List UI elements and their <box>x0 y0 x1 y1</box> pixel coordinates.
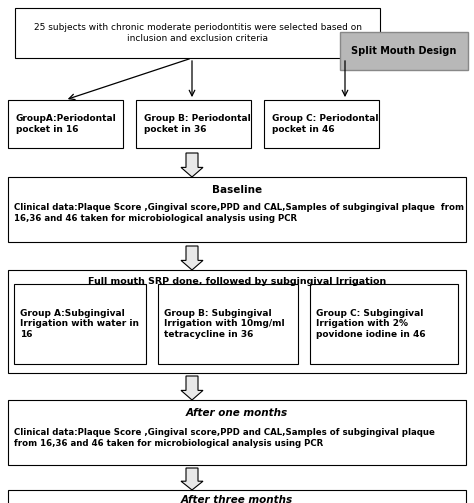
Bar <box>264 100 379 148</box>
Polygon shape <box>181 376 203 400</box>
Bar <box>340 32 468 70</box>
Text: 25 subjects with chronic moderate periodontitis were selected based on
inclusion: 25 subjects with chronic moderate period… <box>34 23 362 43</box>
Bar <box>310 284 458 364</box>
Bar <box>8 490 466 503</box>
Text: Clinical data:Plaque Score ,Gingival score,PPD and CAL,Samples of subgingival pl: Clinical data:Plaque Score ,Gingival sco… <box>14 428 435 448</box>
Text: Clinical data:Plaque Score ,Gingival score,PPD and CAL,Samples of subgingival pl: Clinical data:Plaque Score ,Gingival sco… <box>14 203 464 223</box>
Bar <box>14 284 146 364</box>
Text: Group B: Subgingival
Irrigation with 10mg/ml
tetracycline in 36: Group B: Subgingival Irrigation with 10m… <box>164 309 284 339</box>
Text: Split Mouth Design: Split Mouth Design <box>351 46 456 56</box>
Polygon shape <box>181 468 203 490</box>
Text: After three months: After three months <box>181 495 293 503</box>
Bar <box>15 8 380 58</box>
Bar <box>158 284 298 364</box>
Polygon shape <box>181 153 203 177</box>
Bar <box>8 400 466 465</box>
Text: Baseline: Baseline <box>212 185 262 195</box>
Text: Full mouth SRP done, followed by subgingival Irrigation: Full mouth SRP done, followed by subging… <box>88 277 386 286</box>
Text: GroupA:Periodontal
pocket in 16: GroupA:Periodontal pocket in 16 <box>16 114 117 134</box>
Bar <box>8 100 123 148</box>
Bar <box>8 270 466 373</box>
Text: Group A:Subgingival
Irrigation with water in
16: Group A:Subgingival Irrigation with wate… <box>20 309 139 339</box>
Bar <box>8 177 466 242</box>
Text: Group C: Periodontal
pocket in 46: Group C: Periodontal pocket in 46 <box>272 114 379 134</box>
Bar <box>136 100 251 148</box>
Text: Group B: Periodontal
pocket in 36: Group B: Periodontal pocket in 36 <box>144 114 251 134</box>
Polygon shape <box>181 246 203 270</box>
Text: Group C: Subgingival
Irrigation with 2%
povidone iodine in 46: Group C: Subgingival Irrigation with 2% … <box>316 309 426 339</box>
Text: After one months: After one months <box>186 408 288 418</box>
